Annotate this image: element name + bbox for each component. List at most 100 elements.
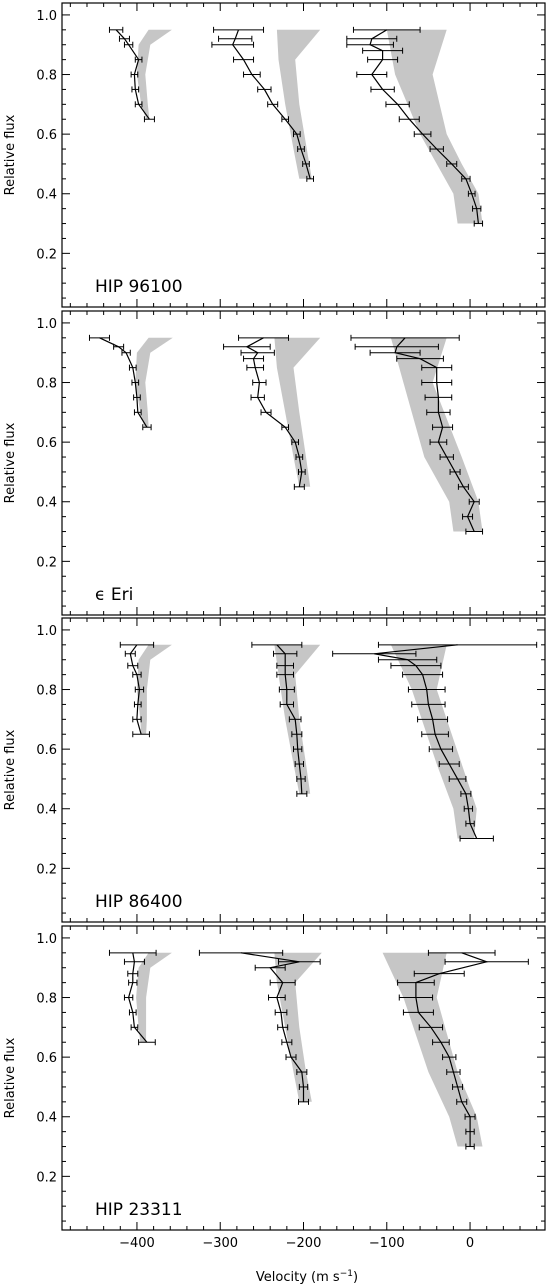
error-bar [465,820,475,827]
panel-label: HIP 23311 [95,1200,183,1220]
y-axis-title: Relative flux [3,1037,18,1118]
error-bar [298,468,306,475]
model-band-3 [390,644,477,839]
x-tick-label: −100 [369,1236,405,1251]
error-bar [123,958,145,965]
bisector-line-3 [374,644,478,839]
error-bar [452,1083,464,1090]
panel-2: 0.2 0.4 0.6 0.8 1.0 Relative flux ϵ Eri [3,310,546,616]
error-bar [251,641,303,648]
x-axis-title-exponent: −1 [340,1269,353,1279]
error-bar [459,835,494,842]
error-bar [127,662,139,669]
error-bar [461,175,471,182]
error-bar [128,364,137,371]
error-bar [397,979,435,986]
bisector-line-1 [115,29,150,120]
error-bar [298,1098,309,1105]
y-tick-label: 0.4 [36,803,57,818]
error-bar [243,355,265,362]
error-bar [473,220,484,227]
panel-4: 0.2 0.4 0.6 0.8 1.0 −400 −300 −200 −100 0 Relative… [3,925,546,1251]
error-bar [133,701,142,708]
error-bar [267,101,279,108]
y-tick-label: 1.0 [36,624,57,639]
error-bar [133,394,141,401]
error-bar [462,513,474,520]
error-bar [350,334,460,341]
y-tick-label: 0.6 [36,743,57,758]
error-bar [444,958,529,965]
error-bar [252,379,267,386]
error-bar [418,1024,444,1031]
error-bar [421,379,453,386]
error-bar [243,71,261,78]
error-bar [130,71,139,78]
error-bar [432,424,454,431]
error-bar [118,35,130,42]
y-tick-label: 0.4 [36,1111,57,1126]
model-band-3 [386,29,483,224]
error-bar [250,394,265,401]
error-bar [260,409,272,416]
error-bar [131,86,140,93]
y-tick-label: 0.6 [36,1051,57,1066]
y-axis-title: Relative flux [3,114,18,195]
model-band-1 [136,29,172,120]
bisector-line-3 [369,29,479,224]
error-bar [246,364,265,371]
error-bar [285,1054,297,1061]
error-bar [426,409,451,416]
model-band-2 [274,952,322,1102]
error-bar [377,656,438,663]
error-bar [268,994,286,1001]
error-bar [108,949,157,956]
error-bar [369,349,421,356]
error-bar [281,116,290,123]
error-bar [223,343,271,350]
error-bar [134,101,143,108]
error-bar [468,498,480,505]
error-bar [421,364,453,371]
error-bar [396,355,444,362]
error-bar [134,686,145,693]
y-tick-label: 0.8 [36,684,57,699]
error-bar [413,131,432,138]
error-bar [131,379,140,386]
error-bar [130,1024,139,1031]
error-bar [132,731,150,738]
error-bar [124,650,136,657]
error-bar [362,47,404,54]
y-tick-label: 0.6 [36,436,57,451]
error-bar [460,790,472,797]
bisector-line-2 [240,952,305,1102]
error-bar [424,394,453,401]
error-bar [276,662,295,669]
error-bar [432,1039,450,1046]
x-tick-label: −400 [119,1236,155,1251]
error-bar [465,1143,475,1150]
bisector-line-2 [232,29,311,179]
error-bar [132,671,142,678]
y-axis-title: Relative flux [3,422,18,503]
error-bar [293,131,301,138]
y-tick-label: 0.2 [36,862,57,877]
y-axis-title: Relative flux [3,729,18,810]
error-bar [296,790,308,797]
error-bar [463,805,474,812]
y-tick-label: 1.0 [36,9,57,24]
error-bar [417,716,449,723]
error-bar [138,1039,156,1046]
error-bar [296,1069,308,1076]
error-bar [291,731,303,738]
model-band-3 [382,952,483,1147]
error-bar [297,146,305,153]
y-tick-label: 1.0 [36,932,57,947]
error-bar [269,979,296,986]
model-band-2 [276,29,321,179]
y-tick-label: 0.4 [36,496,57,511]
error-bar [295,454,304,461]
error-bar [119,641,155,648]
